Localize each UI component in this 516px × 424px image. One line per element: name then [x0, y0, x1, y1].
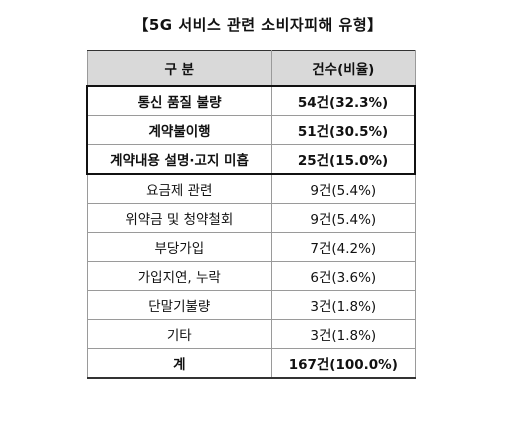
total-count: 167건(100.0%)	[271, 348, 416, 379]
row-count: 7건(4.2%)	[271, 232, 416, 262]
table-row: 기타 3건(1.8%)	[86, 319, 416, 349]
table-row: 요금제 관련 9건(5.4%)	[86, 173, 416, 204]
row-count: 54건(32.3%)	[271, 85, 417, 116]
row-count: 25건(15.0%)	[271, 144, 417, 175]
row-category: 계약불이행	[86, 115, 273, 145]
table-row: 가입지연, 누락 6건(3.6%)	[86, 261, 416, 291]
table-row: 계약내용 설명·고지 미흡 25건(15.0%)	[86, 144, 417, 175]
row-category: 계약내용 설명·고지 미흡	[86, 144, 273, 175]
row-count: 9건(5.4%)	[271, 173, 416, 204]
row-category: 부당가입	[86, 232, 273, 262]
table-row: 부당가입 7건(4.2%)	[86, 232, 416, 262]
row-category: 가입지연, 누락	[86, 261, 273, 291]
row-category: 위약금 및 청약철회	[86, 203, 273, 233]
row-category: 통신 품질 불량	[86, 85, 273, 116]
total-row: 계 167건(100.0%)	[86, 348, 416, 379]
table-row: 계약불이행 51건(30.5%)	[86, 115, 417, 145]
complaint-type-table: 구 분 건수(비율) 통신 품질 불량 54건(32.3%) 계약불이행 51건…	[86, 50, 417, 379]
total-label: 계	[86, 348, 273, 379]
row-count: 51건(30.5%)	[271, 115, 417, 145]
row-category: 기타	[86, 319, 273, 349]
header-category: 구 분	[86, 50, 273, 87]
row-category: 요금제 관련	[86, 173, 273, 204]
row-count: 3건(1.8%)	[271, 290, 416, 320]
row-count: 9건(5.4%)	[271, 203, 416, 233]
table-row: 통신 품질 불량 54건(32.3%)	[86, 85, 417, 116]
table-header-row: 구 분 건수(비율)	[86, 50, 416, 87]
table-row: 단말기불량 3건(1.8%)	[86, 290, 416, 320]
table-row: 위약금 및 청약철회 9건(5.4%)	[86, 203, 416, 233]
row-count: 6건(3.6%)	[271, 261, 416, 291]
document-title: 【5G 서비스 관련 소비자피해 유형】	[133, 16, 383, 34]
row-category: 단말기불량	[86, 290, 273, 320]
header-count: 건수(비율)	[271, 50, 416, 87]
row-count: 3건(1.8%)	[271, 319, 416, 349]
